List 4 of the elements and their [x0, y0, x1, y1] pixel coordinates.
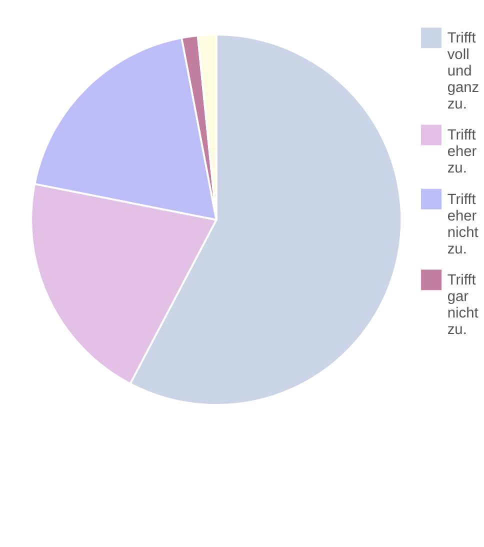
legend-label: Trifft gar nicht zu.	[447, 272, 478, 338]
legend-label: Trifft eher nicht zu.	[447, 192, 478, 258]
legend-label: Trifft eher zu.	[447, 128, 477, 177]
legend-label: Trifft voll und ganz zu.	[447, 30, 480, 112]
